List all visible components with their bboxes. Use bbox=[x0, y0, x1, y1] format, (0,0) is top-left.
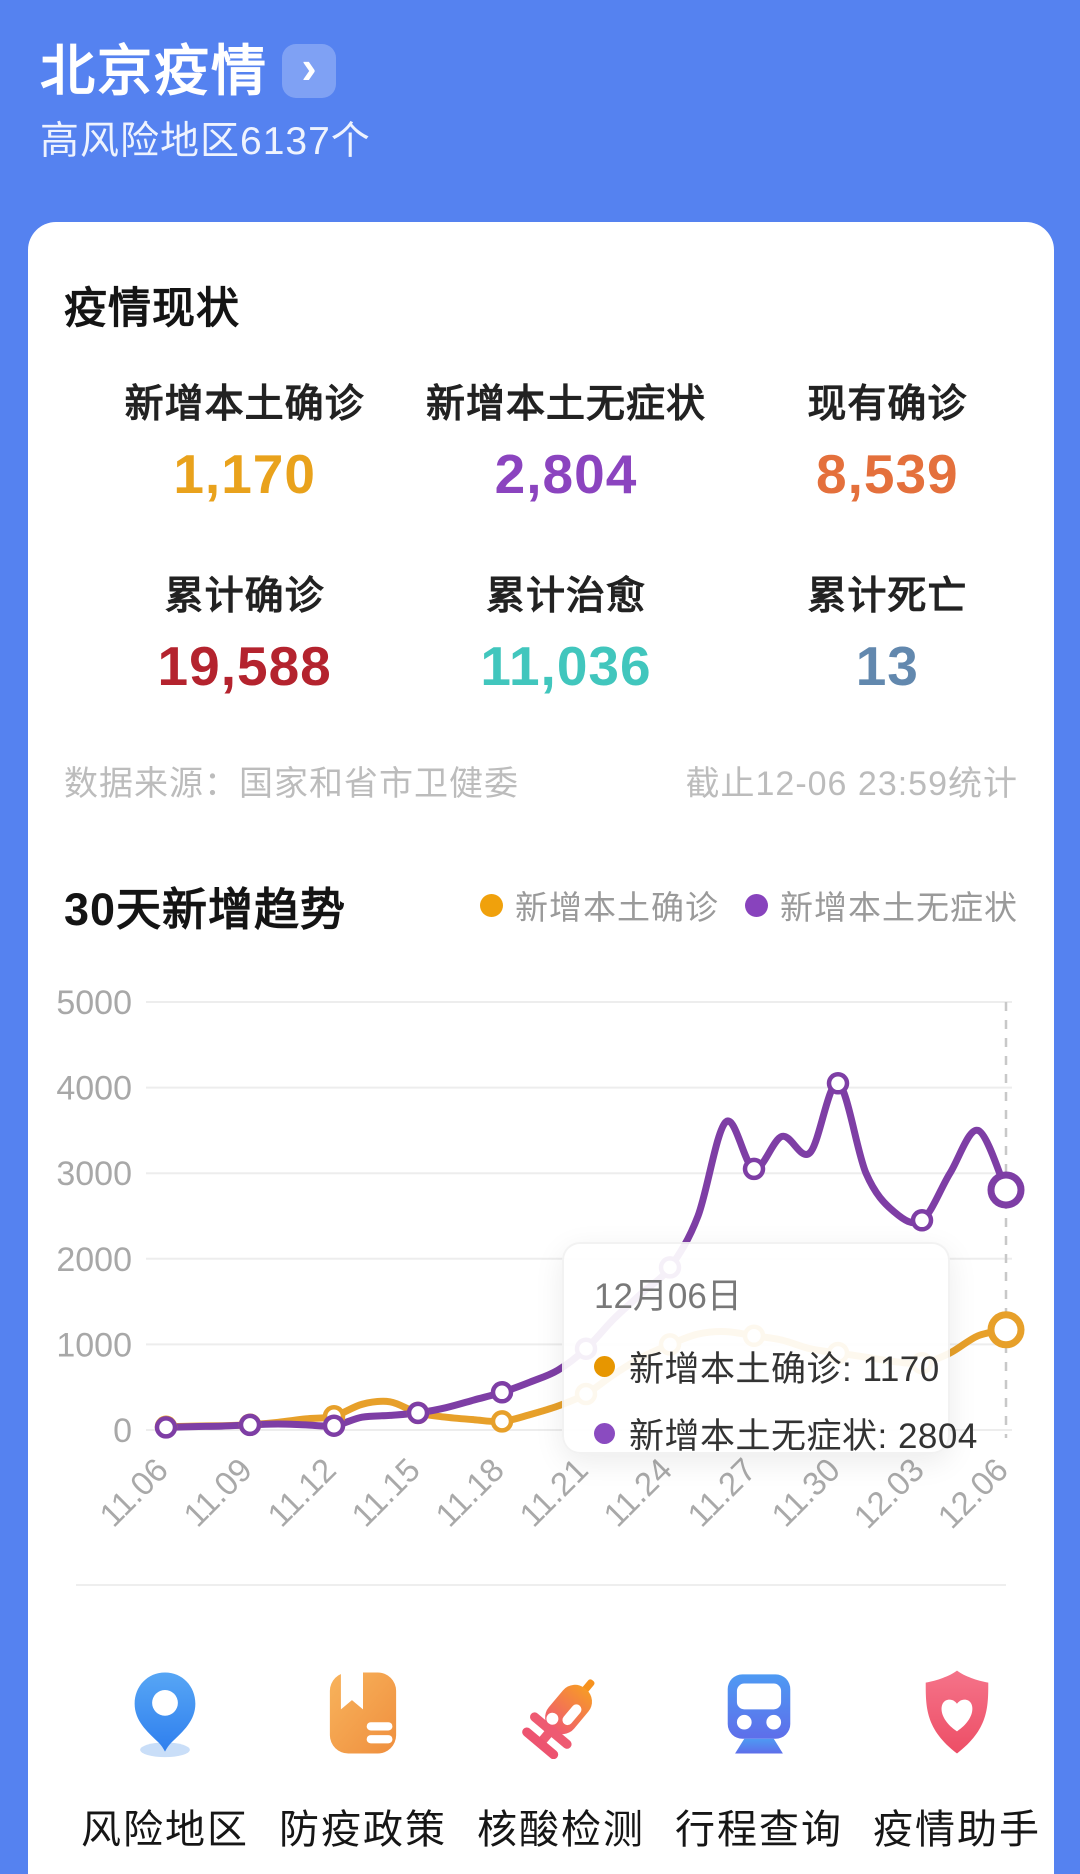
shortcut-risk-areas[interactable]: 风险地区 bbox=[66, 1667, 264, 1855]
section-title-status: 疫情现状 bbox=[64, 285, 240, 333]
shield-heart-icon bbox=[911, 1667, 1003, 1759]
svg-text:11.15: 11.15 bbox=[344, 1451, 427, 1534]
tooltip-date: 12月06日 bbox=[594, 1277, 742, 1316]
chart-tooltip: 12月06日 新增本土确诊: 1170 新增本土无症状: 2804 bbox=[562, 1242, 977, 1456]
svg-text:1000: 1000 bbox=[56, 1326, 132, 1364]
svg-text:4000: 4000 bbox=[56, 1070, 132, 1108]
epidemic-card: 疫情现状 新增本土确诊 1,170 新增本土无症状 2,804 现有确诊 8,5… bbox=[28, 222, 1054, 1874]
stat-total-confirmed: 累计确诊 19,588 bbox=[157, 575, 332, 697]
stat-new-local-asymptomatic: 新增本土无症状 2,804 bbox=[425, 383, 706, 505]
policy-book-icon bbox=[317, 1667, 409, 1759]
tooltip-row-asymptomatic: 新增本土无症状: 2804 bbox=[594, 1408, 977, 1459]
svg-text:12.03: 12.03 bbox=[846, 1451, 931, 1536]
train-icon bbox=[713, 1667, 805, 1759]
header-more-button[interactable]: › bbox=[282, 41, 337, 98]
stats-row-2: 累计确诊 19,588 累计治愈 11,036 累计死亡 13 bbox=[84, 574, 1048, 698]
svg-text:11.12: 11.12 bbox=[260, 1451, 343, 1534]
stat-total-cured: 累计治愈 11,036 bbox=[480, 575, 652, 697]
tooltip-row-confirmed: 新增本土确诊: 1170 bbox=[594, 1341, 948, 1392]
trend-header: 30天新增趋势 新增本土确诊 新增本土无症状 bbox=[64, 878, 1018, 935]
tooltip-dot-asymptomatic bbox=[594, 1423, 615, 1444]
svg-text:11.09: 11.09 bbox=[176, 1451, 259, 1534]
syringe-icon bbox=[515, 1667, 607, 1759]
legend-item-asymptomatic[interactable]: 新增本土无症状 bbox=[745, 881, 1018, 929]
shortcut-policy[interactable]: 防疫政策 bbox=[264, 1667, 462, 1855]
chevron-right-icon: › bbox=[301, 41, 317, 93]
tooltip-dot-confirmed bbox=[594, 1356, 615, 1377]
section-divider bbox=[76, 1584, 1006, 1586]
data-source-label: 数据来源：国家和省市卫健委 bbox=[64, 765, 519, 803]
shortcut-pcr-test[interactable]: 核酸检测 bbox=[462, 1667, 660, 1855]
svg-text:2000: 2000 bbox=[56, 1241, 132, 1279]
stat-new-local-confirmed: 新增本土确诊 1,170 bbox=[124, 383, 365, 505]
svg-text:11.21: 11.21 bbox=[512, 1451, 595, 1534]
page-title: 北京疫情 bbox=[40, 40, 269, 102]
stat-total-deaths: 累计死亡 13 bbox=[807, 575, 968, 697]
data-source-row: 数据来源：国家和省市卫健委 截止12-06 23:59统计 bbox=[64, 756, 1018, 805]
shortcuts-row: 风险地区 防疫政策 bbox=[66, 1667, 1054, 1855]
stat-current-confirmed: 现有确诊 8,539 bbox=[807, 383, 968, 505]
svg-text:11.24: 11.24 bbox=[596, 1451, 679, 1534]
location-pin-icon bbox=[119, 1667, 211, 1759]
trend-title: 30天新增趋势 bbox=[64, 883, 347, 935]
legend-dot-confirmed bbox=[480, 893, 503, 917]
as-of-label: 截止12-06 23:59统计 bbox=[685, 765, 1018, 803]
svg-text:0: 0 bbox=[113, 1412, 132, 1450]
svg-text:11.27: 11.27 bbox=[680, 1451, 763, 1534]
svg-text:11.30: 11.30 bbox=[764, 1451, 847, 1534]
svg-text:11.18: 11.18 bbox=[428, 1451, 511, 1534]
svg-text:3000: 3000 bbox=[56, 1155, 132, 1193]
svg-text:11.06: 11.06 bbox=[92, 1451, 175, 1534]
stats-row-1: 新增本土确诊 1,170 新增本土无症状 2,804 现有确诊 8,539 bbox=[84, 382, 1048, 506]
chart-legend: 新增本土确诊 新增本土无症状 bbox=[480, 881, 1018, 929]
svg-text:5000: 5000 bbox=[56, 984, 132, 1022]
high-risk-subtitle: 高风险地区6137个 bbox=[40, 120, 371, 163]
svg-text:12.06: 12.06 bbox=[930, 1451, 1015, 1536]
app-header: 北京疫情 › 高风险地区6137个 bbox=[0, 0, 1080, 222]
legend-dot-asymptomatic bbox=[745, 893, 768, 917]
shortcut-epidemic-helper[interactable]: 疫情助手 bbox=[858, 1667, 1054, 1855]
legend-item-confirmed[interactable]: 新增本土确诊 bbox=[480, 881, 719, 929]
shortcut-trip-query[interactable]: 行程查询 bbox=[660, 1667, 858, 1855]
